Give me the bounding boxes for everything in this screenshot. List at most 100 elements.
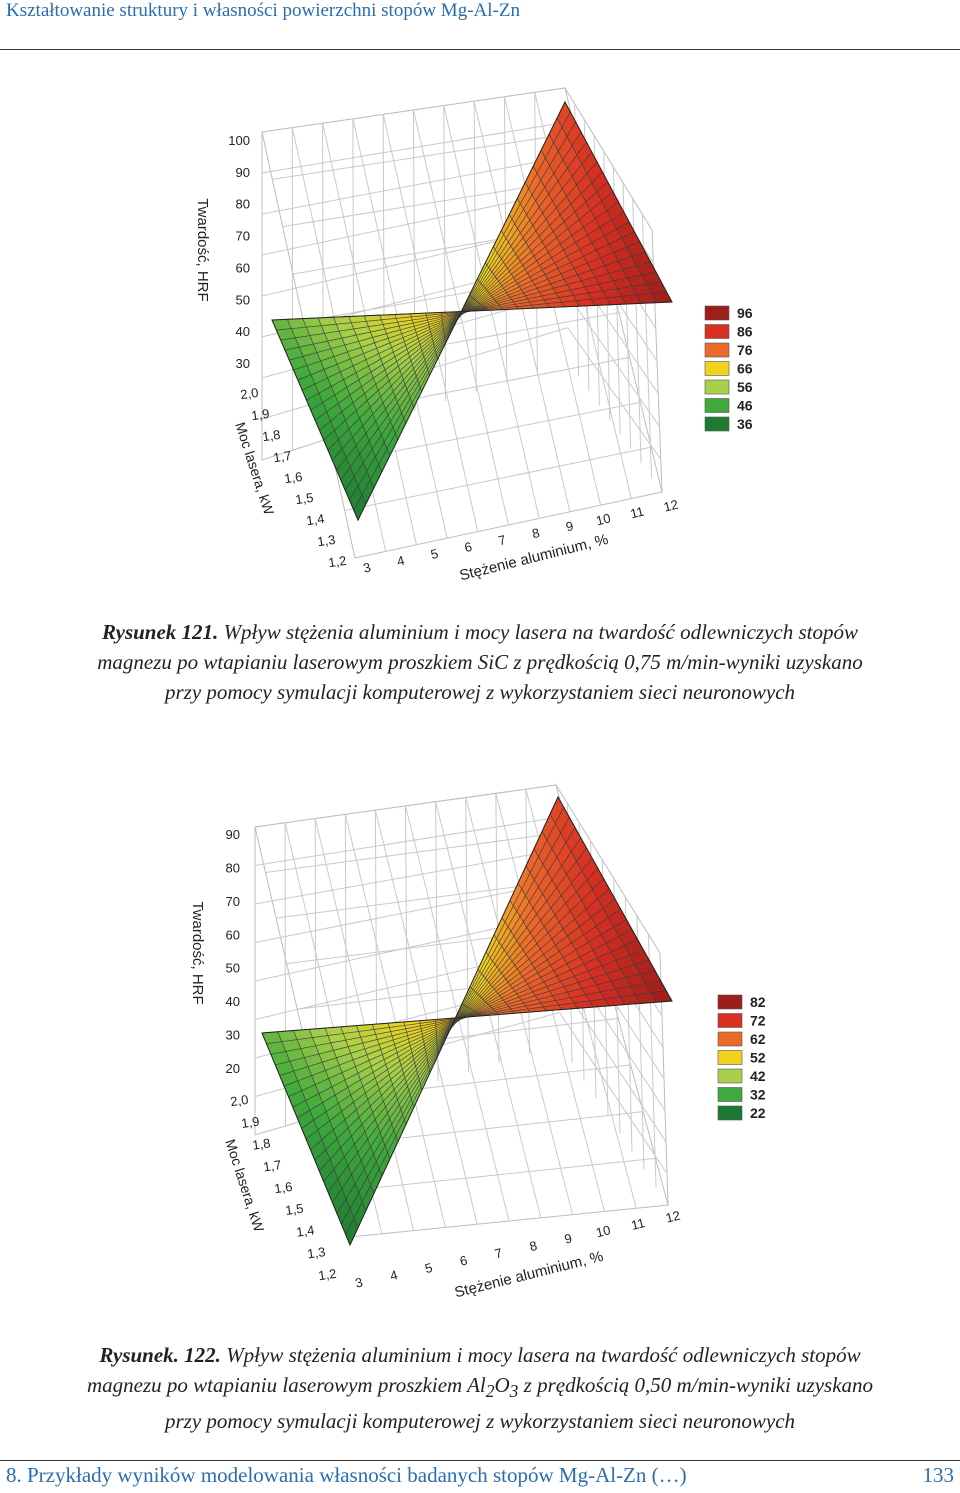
legend-swatch — [717, 994, 743, 1010]
gridline — [567, 327, 662, 460]
y-tick-label: 1,6 — [283, 469, 303, 486]
running-header: Kształtowanie struktury i własności powi… — [6, 0, 520, 21]
surface-cell — [317, 316, 337, 326]
caption-text-part: O — [494, 1373, 510, 1397]
z-tick-label: 70 — [226, 894, 240, 909]
x-tick-label: 9 — [564, 518, 575, 534]
surface-outline — [271, 100, 673, 522]
header-rule — [0, 49, 960, 50]
gridline — [261, 121, 566, 174]
figure-121: 100 90 80 70 60 50 40 30 2,0 1,9 1,8 1,7 1,6 1,5 1,4 1,… — [0, 80, 960, 605]
legend-swatch — [704, 305, 730, 321]
legend-swatch — [704, 361, 730, 376]
legend-label: 46 — [737, 398, 753, 414]
gridline — [261, 156, 566, 215]
caption-text: Wpływ stężenia aluminium i mocy lasera n… — [226, 1343, 861, 1367]
y-tick-label: 1,5 — [284, 1201, 304, 1218]
figure-122: 90 80 70 60 50 40 30 20 2,0 1,9 1,8 1,7 1,6 1,5 1,4 1,3… — [0, 775, 960, 1320]
legend-swatch — [717, 1087, 743, 1102]
z-tick-label: 50 — [236, 292, 250, 307]
y-tick-label: 2,0 — [239, 385, 259, 402]
footer-rule — [0, 1460, 960, 1461]
gridline — [265, 831, 569, 874]
legend-label: 36 — [737, 416, 753, 432]
z-tick-label: 70 — [236, 229, 250, 244]
z-tick-label: 60 — [236, 260, 250, 275]
x-axis-label: Stężenie aluminium, % — [453, 1248, 605, 1301]
y-axis-label: Moc lasera, kW — [222, 1137, 267, 1234]
legend-label: 52 — [750, 1050, 766, 1066]
y-tick-label: 1,5 — [294, 490, 314, 507]
x-tick-label: 3 — [354, 1274, 365, 1290]
y-tick-label: 1,9 — [240, 1114, 260, 1131]
y-tick-label: 2,0 — [229, 1092, 249, 1109]
legend-swatch — [717, 1031, 743, 1047]
running-footer: 8. Przykłady wyników modelowania własnoś… — [6, 1463, 687, 1487]
gridline — [254, 882, 558, 943]
caption-121: Rysunek 121. Wpływ stężenia aluminium i … — [10, 617, 950, 707]
gridline — [254, 849, 558, 905]
legend-label: 22 — [750, 1105, 766, 1121]
y-tick-label: 1,3 — [316, 532, 336, 549]
z-tick-label: 80 — [236, 197, 250, 212]
surface-outline — [261, 795, 673, 1247]
x-tick-label: 12 — [664, 1208, 682, 1226]
caption-text: przy pomocy symulacji komputerowej z wyk… — [164, 1409, 796, 1434]
legend-label: 32 — [750, 1087, 766, 1103]
x-tick-label: 10 — [595, 510, 613, 528]
x-tick-label: 11 — [630, 1215, 647, 1233]
x-tick-label: 4 — [395, 553, 406, 569]
legend-label: 56 — [737, 379, 753, 395]
x-tick-label: 5 — [429, 546, 440, 562]
legend-swatch — [704, 342, 730, 358]
caption-label: Rysunek. 122. — [99, 1343, 221, 1367]
caption-text: Wpływ stężenia aluminium i mocy lasera n… — [223, 620, 858, 644]
x-tick-label: 6 — [463, 539, 474, 555]
gridline — [443, 105, 540, 519]
z-tick-label: 40 — [236, 324, 250, 339]
z-tick-label: 30 — [236, 356, 250, 371]
legend-swatch — [717, 1068, 743, 1084]
y-tick-label: 1,8 — [261, 427, 281, 444]
caption-label: Rysunek 121. — [102, 620, 219, 644]
legend-swatch — [717, 1105, 743, 1121]
legend-swatch — [717, 1050, 743, 1065]
subscript: 3 — [509, 1381, 519, 1402]
legend-swatch — [704, 324, 730, 339]
legend-label: 42 — [750, 1068, 766, 1084]
caption-text: magnezu po wtapianiu laserowym proszkiem… — [97, 650, 863, 674]
surface-chart-121: 100 90 80 70 60 50 40 30 2,0 1,9 1,8 1,7 1,6 1,5 1,4 1,… — [194, 86, 753, 584]
legend-label: 72 — [750, 1013, 766, 1029]
z-tick-label: 50 — [226, 961, 240, 976]
gridline — [272, 132, 576, 180]
legend-label: 82 — [750, 994, 766, 1010]
z-tick-label: 30 — [226, 1028, 240, 1043]
y-tick-label: 1,7 — [272, 448, 292, 465]
y-tick-label: 1,4 — [305, 511, 325, 528]
z-tick-label: 40 — [226, 994, 240, 1009]
gridline — [344, 446, 652, 512]
caption-text: magnezu po wtapianiu laserowym proszkiem… — [10, 1370, 950, 1406]
gridline — [344, 814, 446, 1228]
gridline — [559, 1012, 668, 1174]
legend-label: 66 — [737, 361, 753, 377]
x-tick-label: 12 — [662, 497, 680, 515]
y-tick-label: 1,8 — [251, 1135, 271, 1152]
gridline — [413, 109, 509, 526]
legend-label: 76 — [737, 342, 753, 358]
x-tick-label: 8 — [528, 1238, 539, 1254]
x-tick-label: 9 — [563, 1230, 574, 1246]
x-tick-label: 8 — [530, 525, 541, 541]
legend-swatch — [704, 379, 730, 395]
z-tick-label: 100 — [228, 133, 250, 148]
y-tick-label: 1,9 — [250, 406, 270, 423]
legend-swatch — [704, 416, 730, 432]
surface-cell — [333, 316, 352, 325]
y-tick-label: 1,6 — [273, 1179, 293, 1196]
subscript: 2 — [485, 1381, 495, 1402]
legend-swatch — [717, 1013, 743, 1028]
x-tick-label: 4 — [388, 1267, 399, 1283]
x-tick-label: 3 — [362, 559, 373, 575]
x-tick-label: 7 — [497, 532, 508, 548]
surface-chart-122: 90 80 70 60 50 40 30 20 2,0 1,9 1,8 1,7 1,6 1,5 1,4 1,3… — [189, 783, 766, 1301]
